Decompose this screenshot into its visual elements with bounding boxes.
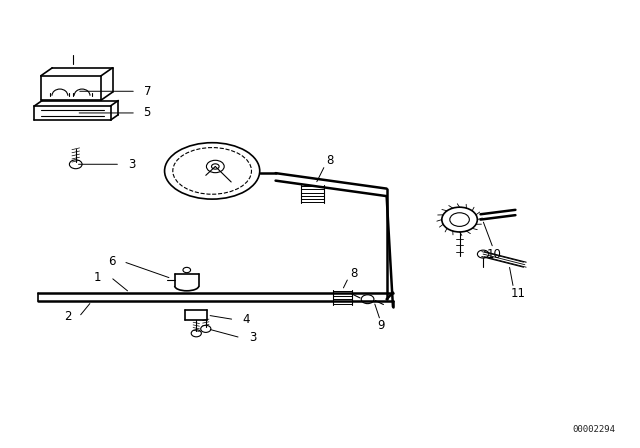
Text: 3: 3 — [249, 331, 256, 344]
Circle shape — [477, 250, 489, 258]
Circle shape — [442, 207, 477, 232]
Ellipse shape — [164, 143, 260, 199]
Circle shape — [207, 160, 224, 172]
Circle shape — [201, 325, 211, 332]
Circle shape — [211, 164, 219, 169]
Text: 7: 7 — [143, 85, 151, 98]
Circle shape — [450, 213, 469, 226]
Circle shape — [191, 330, 202, 337]
Text: 1: 1 — [93, 271, 101, 284]
Text: 6: 6 — [108, 255, 116, 268]
Text: 8: 8 — [326, 154, 333, 167]
Circle shape — [361, 295, 374, 304]
Text: 00002294: 00002294 — [572, 425, 615, 434]
Text: 3: 3 — [128, 158, 135, 171]
Text: 8: 8 — [350, 267, 357, 280]
Text: 5: 5 — [143, 107, 151, 120]
Text: 10: 10 — [487, 248, 502, 261]
Circle shape — [69, 160, 82, 169]
Circle shape — [183, 267, 191, 273]
Text: 9: 9 — [377, 319, 385, 332]
Text: 4: 4 — [243, 313, 250, 326]
Text: 11: 11 — [510, 288, 525, 301]
Text: 2: 2 — [64, 310, 71, 323]
